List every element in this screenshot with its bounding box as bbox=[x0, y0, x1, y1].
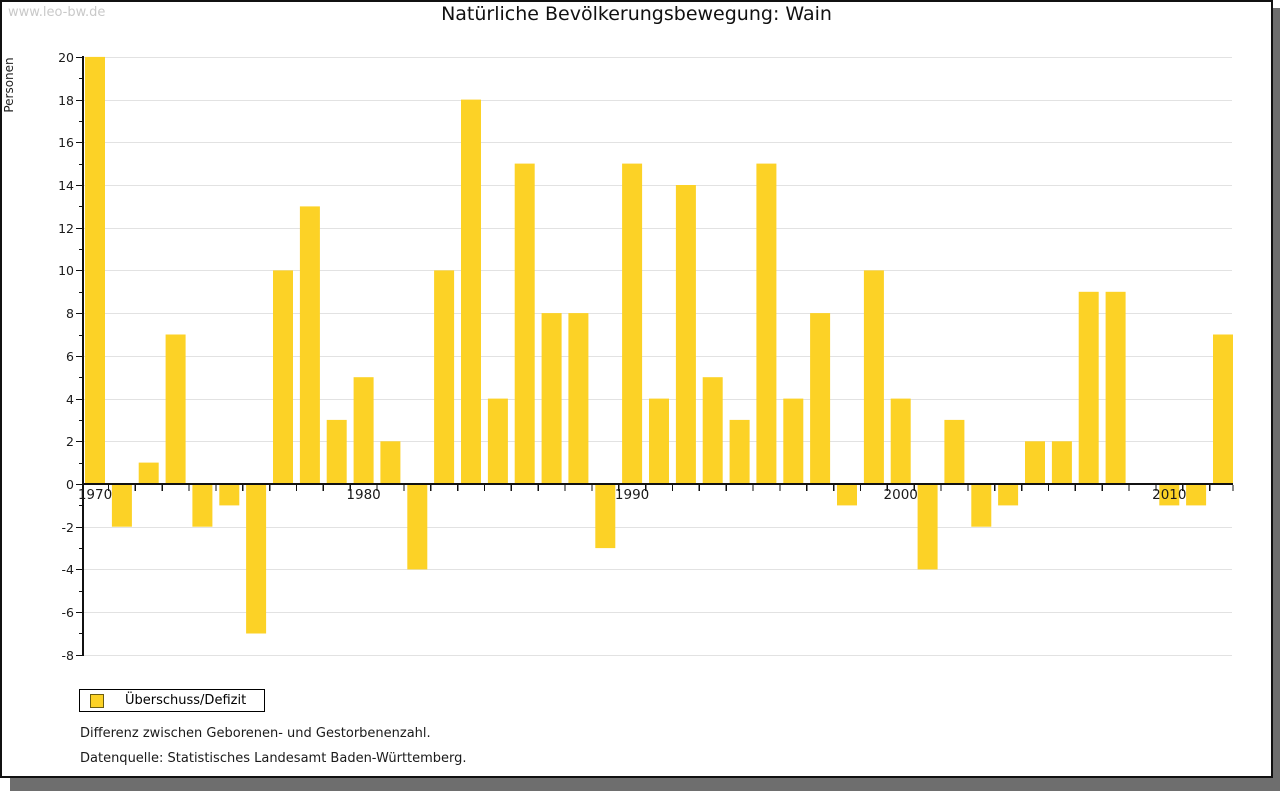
data-source: Datenquelle: Statistisches Landesamt Bad… bbox=[80, 751, 467, 766]
bar-1997 bbox=[810, 313, 831, 484]
bar-2004 bbox=[998, 484, 1019, 506]
bar-1984 bbox=[461, 99, 481, 484]
y-axis-tick-label: 4 bbox=[66, 392, 74, 407]
y-axis-tick-label: 2 bbox=[66, 434, 74, 449]
legend-label: Überschuss/Defizit bbox=[125, 693, 247, 708]
x-axis-year-label: 1970 bbox=[78, 487, 112, 503]
legend-box: Überschuss/Defizit bbox=[79, 689, 266, 712]
bar-1994 bbox=[729, 419, 750, 484]
x-axis-year-label: 1980 bbox=[346, 487, 380, 503]
window-shadow-right bbox=[1273, 8, 1280, 791]
x-axis-year-label: 2010 bbox=[1152, 487, 1186, 503]
bar-1990 bbox=[622, 163, 643, 484]
bar-2001 bbox=[917, 484, 938, 570]
y-axis-tick-label: -4 bbox=[62, 562, 75, 577]
y-axis-tick-label: 12 bbox=[58, 221, 74, 236]
bar-1978 bbox=[299, 206, 320, 484]
bar-2007 bbox=[1078, 291, 1099, 484]
bar-2000 bbox=[890, 398, 911, 484]
bar-1983 bbox=[434, 270, 455, 484]
bar-1991 bbox=[649, 398, 669, 484]
bar-1987 bbox=[541, 313, 562, 484]
bar-1980 bbox=[353, 377, 374, 484]
bar-1988 bbox=[568, 313, 589, 484]
bar-1971 bbox=[111, 484, 132, 527]
bar-2002 bbox=[944, 419, 965, 484]
y-axis-tick-label: 8 bbox=[66, 306, 74, 321]
bar-2003 bbox=[971, 484, 992, 527]
chart-description: Differenz zwischen Geborenen- und Gestor… bbox=[80, 726, 431, 741]
bar-1975 bbox=[219, 484, 240, 506]
bar-1979 bbox=[326, 419, 347, 484]
bar-1995 bbox=[756, 163, 777, 484]
bar-1974 bbox=[192, 484, 213, 527]
bar-2010 bbox=[1159, 484, 1180, 506]
x-axis-year-label: 2000 bbox=[884, 487, 918, 503]
y-axis-tick-label: -8 bbox=[62, 648, 75, 663]
x-axis-year-label: 1990 bbox=[615, 487, 649, 503]
bar-2012 bbox=[1213, 334, 1233, 484]
bar-2006 bbox=[1051, 441, 1072, 484]
bar-1986 bbox=[514, 163, 535, 484]
bar-1985 bbox=[487, 398, 508, 484]
y-axis-tick-label: 6 bbox=[66, 349, 74, 364]
bar-1970 bbox=[85, 56, 105, 485]
bar-1999 bbox=[863, 270, 884, 484]
watermark: www.leo-bw.de bbox=[8, 5, 106, 20]
bar-2011 bbox=[1186, 484, 1207, 506]
bar-1972 bbox=[138, 462, 159, 484]
bar-2008 bbox=[1105, 291, 1126, 484]
y-axis-tick-label: -6 bbox=[62, 605, 75, 620]
y-axis-tick-label: 0 bbox=[66, 477, 74, 492]
bar-1977 bbox=[273, 270, 293, 484]
bar-1998 bbox=[837, 484, 857, 506]
y-axis-tick-label: 14 bbox=[58, 178, 74, 193]
page-title: Natürliche Bevölkerungsbewegung: Wain bbox=[441, 3, 832, 25]
legend-swatch-icon bbox=[90, 693, 104, 708]
bar-1993 bbox=[702, 377, 723, 484]
y-axis-tick-label: 20 bbox=[58, 50, 74, 65]
y-axis-title: Personen bbox=[2, 57, 16, 113]
y-axis-tick-label: -2 bbox=[62, 520, 74, 535]
y-axis-tick-label: 16 bbox=[58, 135, 74, 150]
bar-1996 bbox=[783, 398, 804, 484]
y-axis-tick-label: 18 bbox=[58, 93, 74, 108]
bar-2005 bbox=[1025, 441, 1045, 484]
bar-1982 bbox=[407, 484, 428, 570]
bar-1973 bbox=[165, 334, 186, 484]
window-shadow-bottom bbox=[10, 778, 1280, 791]
bar-1981 bbox=[380, 441, 401, 484]
y-axis-tick-label: 10 bbox=[58, 263, 74, 278]
bar-1992 bbox=[675, 185, 696, 484]
bar-1976 bbox=[246, 484, 267, 634]
bar-1989 bbox=[595, 484, 616, 549]
